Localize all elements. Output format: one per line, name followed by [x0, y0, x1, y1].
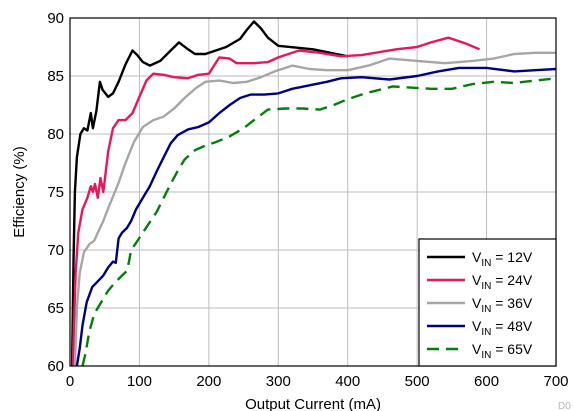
x-tick-label: 700 — [543, 373, 568, 390]
y-tick-label: 90 — [47, 10, 64, 27]
x-axis-label: Output Current (mA) — [245, 396, 381, 411]
series-line-1 — [70, 20, 348, 367]
x-tick-label: 100 — [127, 373, 152, 390]
tick-labels: 0 100 200 300 400 500 600 700 60 65 70 75 80 85 90 — [47, 10, 568, 390]
x-tick-label: 0 — [66, 373, 74, 390]
x-tick-label: 200 — [196, 373, 221, 390]
legend-label-4: VIN = 48V — [472, 318, 533, 338]
plot-area-frame — [69, 17, 557, 367]
y-tick-label: 75 — [47, 184, 64, 201]
x-tick-label: 500 — [405, 373, 430, 390]
watermark-text: D0 — [558, 401, 571, 411]
y-tick-label: 60 — [47, 358, 64, 375]
legend-label-5: VIN = 65V — [472, 341, 533, 361]
legend-label-1: VIN = 12V — [472, 249, 533, 269]
y-tick-label: 80 — [47, 126, 64, 143]
legend: VIN = 12V VIN = 24V VIN = 36V VIN = 48V VIN … — [418, 238, 557, 367]
y-tick-label: 70 — [47, 242, 64, 259]
x-tick-label: 300 — [266, 373, 291, 390]
x-tick-label: 600 — [474, 373, 499, 390]
series-line-2 — [71, 36, 481, 367]
series-line-5 — [81, 77, 557, 367]
legend-label-3: VIN = 36V — [472, 295, 533, 315]
legend-label-2: VIN = 24V — [472, 272, 533, 292]
y-tick-label: 65 — [47, 300, 64, 317]
x-tick-label: 400 — [335, 373, 360, 390]
series-line-3 — [73, 51, 556, 367]
series-lines — [70, 20, 557, 367]
series-line-4 — [75, 66, 557, 367]
y-tick-label: 85 — [47, 68, 64, 85]
y-axis-label: Efficiency (%) — [11, 146, 28, 237]
